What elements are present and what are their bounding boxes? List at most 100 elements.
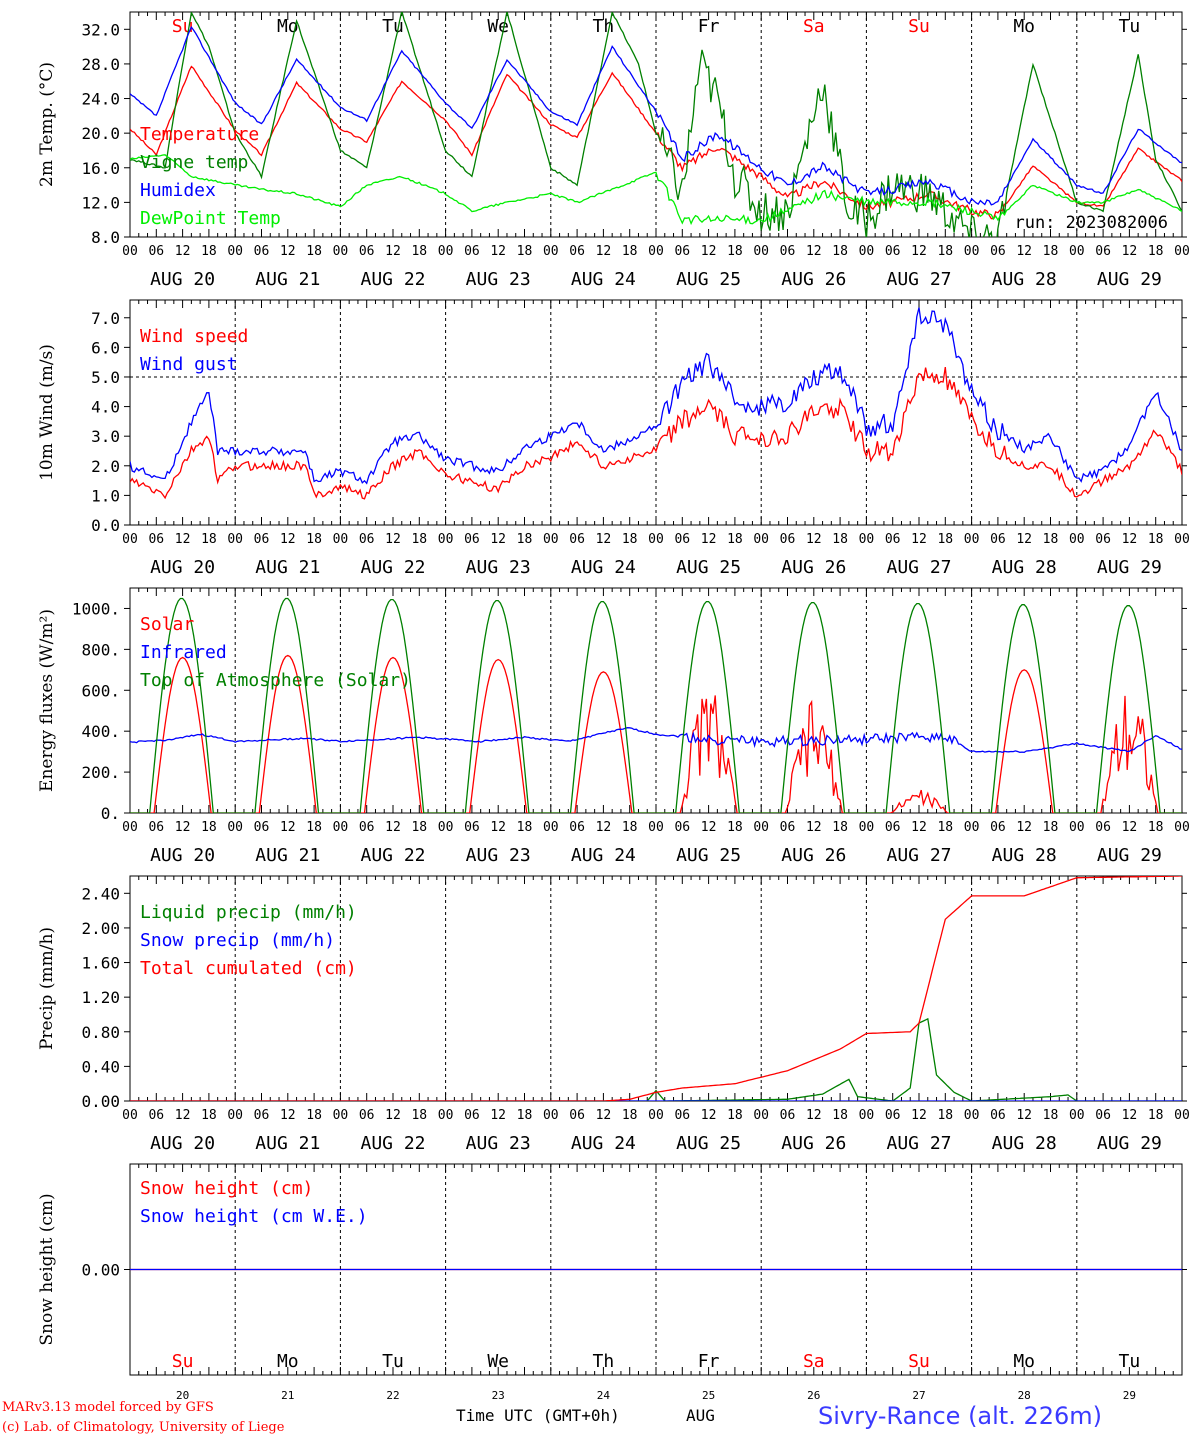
hour-tick-label: 18	[1148, 532, 1164, 547]
hour-tick-label: 18	[201, 820, 217, 835]
hour-tick-label: 12	[385, 244, 401, 259]
hour-tick-label: 06	[885, 1108, 901, 1123]
hour-tick-label: 18	[411, 820, 427, 835]
y-tick-label: 1.0	[91, 486, 120, 505]
day-of-week-label: Th	[593, 1351, 615, 1372]
hour-tick-label: 18	[622, 532, 638, 547]
hour-tick-label: 06	[254, 532, 270, 547]
hour-tick-label: 18	[201, 532, 217, 547]
hour-tick-label: 00	[543, 1108, 559, 1123]
y-axis-label: Precip (mm/h)	[37, 927, 57, 1050]
y-tick-label: 16.0	[81, 159, 120, 178]
day-number-label: 28	[1018, 1389, 1031, 1402]
panel-3: 0. 200. 400. 600. 800. 1000. Energy fluxes (W/…	[37, 587, 1190, 866]
legend-entry: DewPoint Temp	[140, 208, 281, 229]
hour-tick-label: 12	[1016, 532, 1032, 547]
date-label: AUG 28	[992, 845, 1057, 866]
hour-tick-label: 00	[122, 820, 138, 835]
date-label: AUG 29	[1097, 269, 1162, 290]
hour-tick-label: 00	[333, 532, 349, 547]
y-tick-label: 800.	[81, 640, 120, 659]
hour-tick-label: 18	[1148, 244, 1164, 259]
hour-tick-label: 00	[964, 244, 980, 259]
day-of-week-label: Fr	[698, 16, 720, 37]
hour-tick-label: 06	[464, 820, 480, 835]
hour-tick-label: 12	[175, 532, 191, 547]
hour-tick-label: 06	[1095, 244, 1111, 259]
hour-tick-label: 00	[964, 820, 980, 835]
hour-tick-label: 12	[1122, 820, 1138, 835]
series-line-dewpoint-temp	[130, 154, 1182, 226]
hour-tick-label: 12	[490, 532, 506, 547]
y-tick-label: 600.	[81, 681, 120, 700]
panel-1: 8.0 12.0 16.0 20.0 24.0 28.0 32.0 2m Temp. (°C)…	[37, 11, 1190, 290]
date-label: AUG 25	[676, 1133, 741, 1154]
hour-tick-label: 00	[1069, 244, 1085, 259]
series-line-liquid-precip-mm-h-	[130, 1017, 1182, 1101]
day-of-week-label: We	[487, 16, 509, 37]
series-line-top-of-atmosphere-solar-	[130, 597, 1182, 813]
y-tick-label: 1.60	[81, 954, 120, 973]
date-label: AUG 25	[676, 269, 741, 290]
legend-entry: Temperature	[140, 124, 259, 145]
hour-tick-label: 12	[701, 1108, 717, 1123]
hour-tick-label: 12	[1016, 1108, 1032, 1123]
y-tick-label: 2.40	[81, 884, 120, 903]
date-label: AUG 27	[886, 1133, 951, 1154]
day-number-label: 21	[281, 1389, 294, 1402]
hour-tick-label: 06	[359, 1108, 375, 1123]
date-label: AUG 26	[781, 1133, 846, 1154]
hour-tick-label: 12	[175, 820, 191, 835]
hour-tick-label: 00	[648, 820, 664, 835]
plot-frame	[129, 299, 1183, 526]
hour-tick-label: 18	[1043, 244, 1059, 259]
hour-tick-label: 00	[333, 820, 349, 835]
date-label: AUG 21	[255, 269, 320, 290]
hour-tick-label: 18	[937, 820, 953, 835]
hour-tick-label: 00	[753, 244, 769, 259]
hour-tick-label: 18	[1043, 820, 1059, 835]
hour-tick-label: 12	[911, 820, 927, 835]
date-label: AUG 27	[886, 845, 951, 866]
hour-tick-label: 12	[490, 1108, 506, 1123]
day-of-week-label: Sa	[803, 16, 825, 37]
hour-tick-label: 12	[806, 1108, 822, 1123]
hour-tick-label: 00	[1174, 532, 1190, 547]
plot-frame	[129, 11, 1183, 238]
y-tick-label: 400.	[81, 722, 120, 741]
series-line-vigne-temp	[130, 12, 1182, 237]
hour-tick-label: 00	[753, 820, 769, 835]
day-number-label: 29	[1123, 1389, 1136, 1402]
hour-tick-label: 18	[1043, 1108, 1059, 1123]
y-tick-label: 0.80	[81, 1023, 120, 1042]
date-label: AUG 20	[150, 269, 215, 290]
y-tick-label: 8.0	[91, 228, 120, 247]
hour-tick-label: 12	[175, 1108, 191, 1123]
hour-tick-label: 06	[990, 1108, 1006, 1123]
day-of-week-label: Tu	[382, 1351, 404, 1372]
hour-tick-label: 12	[701, 532, 717, 547]
hour-tick-label: 00	[1174, 820, 1190, 835]
hour-tick-label: 00	[859, 1108, 875, 1123]
date-label: AUG 22	[360, 557, 425, 578]
hour-tick-label: 18	[1148, 820, 1164, 835]
hour-tick-label: 00	[753, 532, 769, 547]
date-label: AUG 25	[676, 845, 741, 866]
series-group	[130, 12, 1182, 237]
date-label: AUG 23	[466, 1133, 531, 1154]
hour-tick-label: 06	[148, 820, 164, 835]
day-of-week-label: Tu	[1119, 16, 1141, 37]
day-of-week-label: Sa	[803, 1351, 825, 1372]
hour-tick-label: 00	[753, 1108, 769, 1123]
hour-tick-label: 18	[517, 1108, 533, 1123]
y-axis-label: 10m Wind (m/s)	[37, 344, 57, 481]
y-tick-label: 28.0	[81, 55, 120, 74]
hour-tick-label: 06	[780, 820, 796, 835]
hour-tick-label: 00	[543, 244, 559, 259]
date-label: AUG 24	[571, 1133, 636, 1154]
date-label: AUG 24	[571, 557, 636, 578]
hour-tick-label: 00	[333, 244, 349, 259]
day-of-week-label: Mo	[277, 1351, 299, 1372]
date-label: AUG 24	[571, 269, 636, 290]
hour-tick-label: 12	[490, 820, 506, 835]
